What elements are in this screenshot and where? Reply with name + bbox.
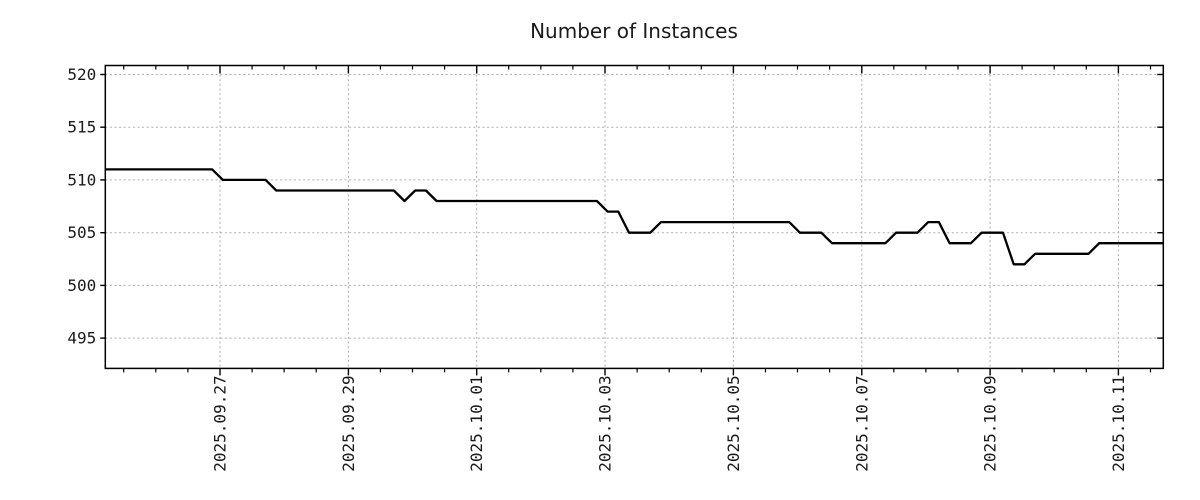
plot-frame <box>104 64 1165 370</box>
x-tick-labels: 2025.09.27 2025.09.29 2025.10.01 2025.10.03… <box>211 375 1128 471</box>
y-tick-label: 510 <box>67 170 96 189</box>
instances-line <box>105 168 1164 266</box>
x-tick-label: 2025.09.29 <box>339 375 358 471</box>
x-tick-label: 2025.10.09 <box>981 375 1000 471</box>
axis-ticks <box>100 65 1164 376</box>
y-tick-label: 500 <box>67 276 96 295</box>
x-tick-label: 2025.10.11 <box>1109 375 1128 471</box>
plot-border <box>104 64 1165 370</box>
x-tick-label: 2025.10.05 <box>724 375 743 471</box>
x-tick-label: 2025.10.07 <box>852 375 871 471</box>
x-tick-label: 2025.10.03 <box>596 375 615 471</box>
data-series <box>105 168 1164 266</box>
gridlines <box>105 65 1164 369</box>
y-tick-label: 520 <box>67 65 96 84</box>
chart-title: Number of Instances <box>530 19 738 43</box>
x-tick-label: 2025.10.01 <box>467 375 486 471</box>
y-tick-label: 505 <box>67 223 96 242</box>
y-tick-label: 495 <box>67 329 96 348</box>
y-tick-labels: 495 500 505 510 515 520 <box>67 65 96 348</box>
x-tick-label: 2025.09.27 <box>211 375 230 471</box>
y-tick-label: 515 <box>67 118 96 137</box>
